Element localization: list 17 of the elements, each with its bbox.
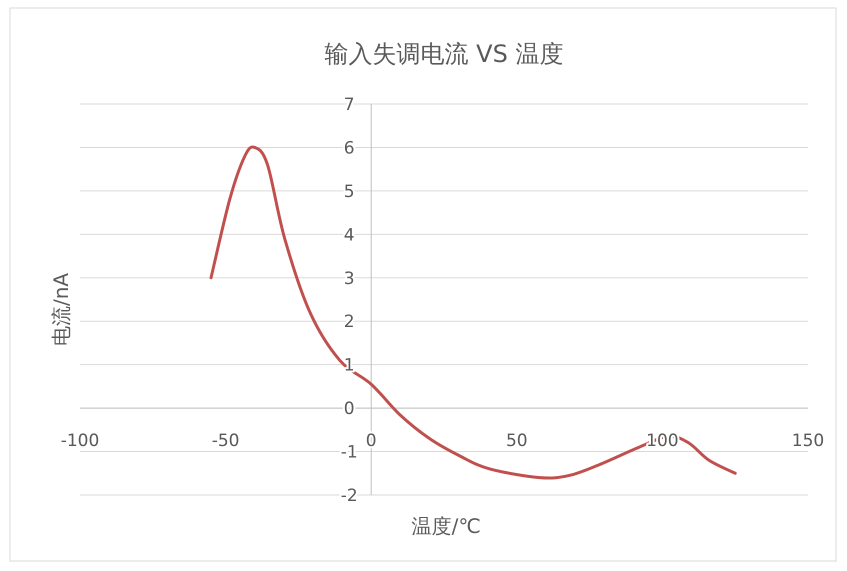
x-tick-label: -100 bbox=[60, 431, 100, 452]
y-axis-title: 电流/nA bbox=[49, 272, 73, 346]
y-tick-label: 4 bbox=[344, 225, 355, 246]
x-tick-label: -50 bbox=[212, 431, 240, 452]
y-tick-label: -2 bbox=[340, 486, 358, 506]
y-tick-label: 2 bbox=[344, 312, 355, 332]
y-tick-label: 7 bbox=[344, 95, 355, 115]
x-axis-title: 温度/℃ bbox=[412, 514, 481, 538]
chart-title: 输入失调电流 VS 温度 bbox=[324, 40, 564, 68]
y-tick-label: 6 bbox=[344, 138, 355, 158]
y-tick-label: 3 bbox=[344, 268, 355, 289]
y-tick-label: -1 bbox=[340, 442, 358, 463]
x-tick-label: 50 bbox=[506, 431, 528, 452]
y-tick-label: 0 bbox=[344, 399, 355, 420]
x-tick-label: 0 bbox=[366, 431, 377, 452]
x-tick-label: 150 bbox=[792, 431, 824, 452]
y-tick-label: 5 bbox=[344, 182, 355, 202]
